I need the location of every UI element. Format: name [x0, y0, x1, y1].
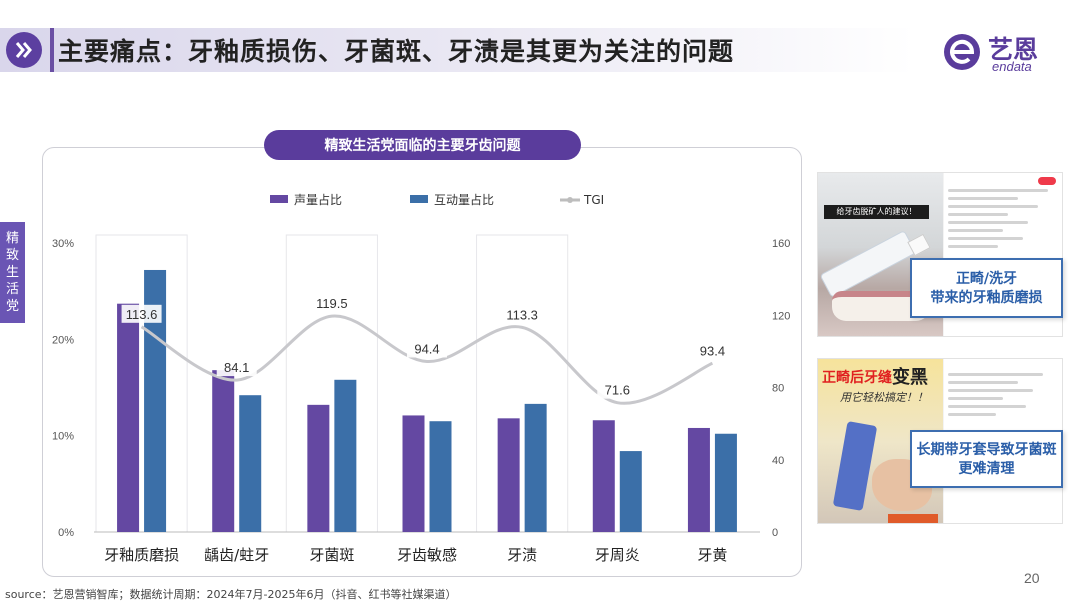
tgi-data-label: 71.6	[605, 383, 630, 398]
x-tick-label: 牙黄	[697, 546, 727, 564]
toothpaste-blue-icon	[832, 421, 878, 511]
bar-interaction	[239, 395, 262, 532]
legend-label: 互动量占比	[434, 192, 494, 207]
legend-swatch	[270, 195, 288, 203]
bar-volume	[212, 370, 235, 532]
legend-label: 声量占比	[294, 192, 342, 207]
logo-en: endata	[992, 59, 1032, 74]
tgi-data-label: 119.5	[316, 296, 348, 311]
bar-interaction	[144, 269, 167, 532]
callout-plaque: 长期带牙套导致牙菌斑 更难清理	[910, 430, 1063, 488]
tgi-label-bg	[407, 339, 447, 358]
y-left-tick-label: 0%	[58, 527, 74, 539]
callout-line: 更难清理	[958, 461, 1015, 477]
post-text-line	[948, 245, 998, 248]
post-title-red: 正畸后牙缝	[822, 370, 892, 386]
y-right-tick-label: 120	[772, 310, 790, 322]
bar-interaction	[429, 421, 452, 532]
side-tag-char: 精	[5, 231, 19, 246]
bar-volume	[497, 418, 520, 532]
side-tag-char: 致	[5, 248, 19, 263]
tgi-label-bg	[597, 380, 638, 399]
x-tick-label: 龋齿/蛀牙	[204, 546, 269, 564]
tgi-data-label: 93.4	[700, 343, 725, 358]
tgi-label-bg	[121, 304, 162, 323]
x-tick-label: 牙渍	[507, 546, 537, 564]
highlight-frame	[476, 234, 569, 533]
post-text-line	[948, 389, 1033, 392]
post-text-line	[948, 397, 1003, 400]
x-tick-label: 牙周炎	[595, 546, 640, 564]
legend-label: TGI	[583, 193, 604, 207]
post-orange-tag	[888, 514, 938, 523]
post-text-line	[948, 373, 1043, 376]
legend-swatch	[410, 195, 428, 203]
tgi-data-label: 113.3	[506, 307, 538, 322]
tgi-line	[140, 314, 714, 405]
y-right-tick-label: 160	[772, 238, 790, 250]
legend-marker	[567, 197, 573, 203]
side-tag-char: 活	[5, 282, 19, 297]
post-text-line	[948, 405, 1026, 408]
post-text-line	[948, 221, 1028, 224]
y-right-tick-label: 0	[772, 527, 778, 539]
highlight-frame	[95, 234, 188, 533]
bar-volume	[592, 420, 615, 532]
logo-cn: 艺恩	[988, 35, 1039, 64]
bar-interaction	[334, 379, 357, 532]
post-text-line	[948, 197, 1018, 200]
tgi-label-bg	[311, 294, 352, 313]
post-text-line	[948, 237, 1023, 240]
chart-title: 精致生活党面临的主要牙齿问题	[264, 130, 581, 160]
bar-interaction	[524, 403, 547, 532]
y-right-tick-label: 40	[772, 455, 784, 467]
follow-badge	[1038, 177, 1056, 185]
page-number: 20	[1024, 570, 1040, 586]
tgi-data-label: 94.4	[414, 341, 439, 356]
x-tick-label: 牙齿敏感	[397, 546, 457, 564]
post-text-line	[948, 229, 1003, 232]
side-tag: 精 致 生 活 党	[0, 222, 25, 323]
post-text-line	[948, 205, 1038, 208]
header-band	[0, 28, 915, 72]
bar-interaction	[714, 433, 737, 532]
callout-line: 长期带牙套导致牙菌斑	[916, 442, 1057, 458]
post-banner: 给牙齿脱矿人的建议！	[824, 205, 929, 219]
bar-volume	[307, 404, 330, 532]
y-left-tick-label: 10%	[52, 431, 74, 443]
bar-interaction	[619, 451, 642, 532]
post-text-line	[948, 213, 1008, 216]
side-tag-char: 党	[5, 299, 19, 314]
bar-volume	[687, 427, 710, 532]
tgi-label-bg	[216, 358, 257, 377]
header-accent-bar	[50, 28, 54, 72]
tgi-data-label: 84.1	[224, 360, 249, 375]
callout-enamel: 正畸/洗牙 带来的牙釉质磨损	[910, 258, 1063, 318]
toothpaste-tube-icon	[819, 229, 917, 299]
tgi-data-label: 113.6	[126, 307, 158, 322]
post-text-line	[948, 381, 1018, 384]
page-title: 主要痛点：牙釉质损伤、牙菌斑、牙渍是其更为关注的问题	[58, 37, 735, 66]
y-left-tick-label: 20%	[52, 334, 74, 346]
post-text-line	[948, 189, 1048, 192]
callout-line: 带来的牙釉质磨损	[930, 290, 1043, 306]
x-tick-label: 牙菌斑	[309, 546, 354, 564]
post-text-line	[948, 413, 996, 416]
post-title-black: 变黑	[892, 367, 928, 388]
y-left-tick-label: 30%	[52, 238, 74, 250]
highlight-frame	[285, 234, 378, 533]
bar-volume	[402, 415, 425, 532]
double-chevron-icon	[6, 32, 42, 68]
x-tick-label: 牙釉质磨损	[104, 546, 179, 564]
post-subtitle: 用它轻松搞定！！	[840, 391, 928, 404]
source-note: source：艺恩营销智库；数据统计周期：2024年7月-2025年6月（抖音、…	[5, 588, 457, 601]
side-tag-char: 生	[5, 265, 19, 280]
callout-line: 正畸/洗牙	[955, 271, 1018, 287]
tgi-label-bg	[692, 341, 733, 360]
bar-volume	[117, 303, 140, 532]
tgi-label-bg	[502, 305, 543, 324]
y-right-tick-label: 80	[772, 383, 784, 395]
